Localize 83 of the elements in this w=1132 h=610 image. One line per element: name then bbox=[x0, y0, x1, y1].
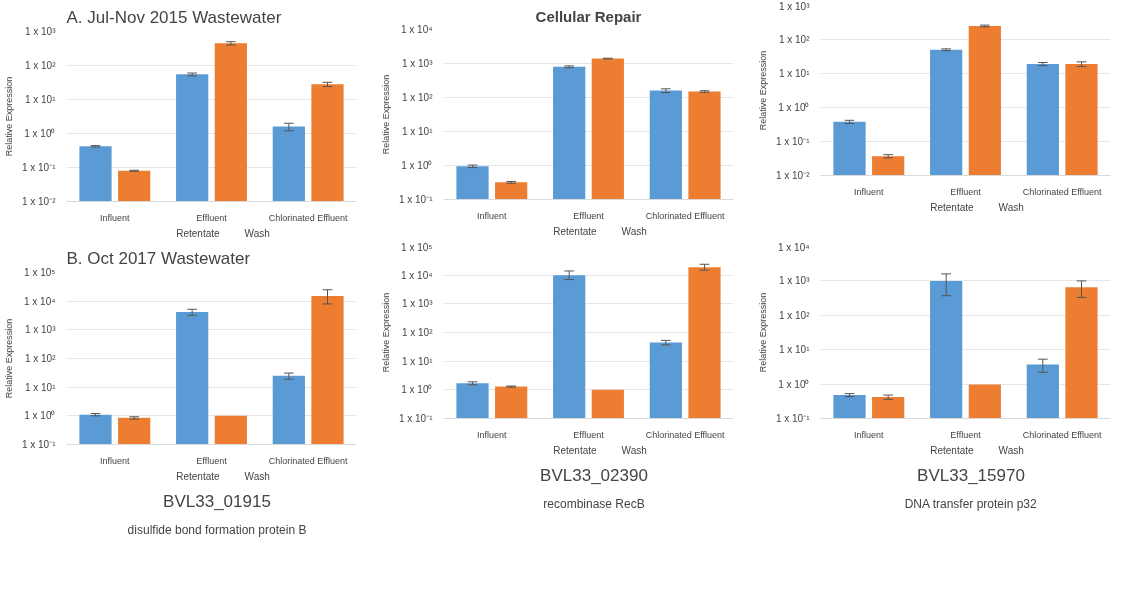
text: Wash bbox=[998, 201, 1024, 213]
y-tick-label: 1 x 10⁴ bbox=[400, 269, 433, 281]
y-tick-label: 1 x 10⁰ bbox=[401, 160, 433, 171]
y-axis-title: Relative Expression bbox=[380, 292, 391, 373]
y-tick-label: 1 x 10² bbox=[401, 92, 434, 103]
chart-title: Cellular Repair bbox=[535, 7, 642, 25]
text: Wash bbox=[244, 227, 270, 239]
y-tick-label: 1 x 10³ bbox=[778, 0, 811, 12]
x-tick-label: Chlorinated Effluent bbox=[645, 210, 726, 221]
y-tick-label: 1 x 10⁴ bbox=[400, 24, 433, 35]
x-tick-label: Influent bbox=[477, 429, 508, 440]
x-tick-label: Influent bbox=[854, 429, 885, 440]
x-tick-label: Effluent bbox=[950, 186, 982, 197]
y-tick-label: 1 x 10⁰ bbox=[401, 384, 433, 396]
text: Retentate bbox=[553, 444, 597, 456]
y-tick-label: 1 x 10³ bbox=[24, 324, 57, 336]
text: Wash bbox=[621, 444, 647, 456]
y-axis-title: Relative Expression bbox=[3, 318, 14, 399]
y-tick-label: 1 x 10⁰ bbox=[24, 128, 56, 139]
x-tick-label: Effluent bbox=[196, 212, 228, 223]
x-tick-label: Effluent bbox=[950, 429, 982, 440]
y-tick-label: 1 x 10² bbox=[401, 327, 434, 338]
y-tick-label: 1 x 10³ bbox=[778, 275, 811, 287]
y-tick-label: 1 x 10⁻¹ bbox=[398, 413, 434, 424]
y-tick-label: 1 x 10⁴ bbox=[777, 241, 810, 253]
text: BVL33_01915 bbox=[163, 491, 271, 511]
x-tick-label: Chlorinated Effluent bbox=[1022, 186, 1103, 197]
y-tick-label: 1 x 10⁻¹ bbox=[775, 413, 811, 424]
x-tick-label: Chlorinated Effluent bbox=[268, 212, 349, 223]
y-tick-label: 1 x 10⁰ bbox=[778, 102, 810, 113]
x-tick-label: Effluent bbox=[196, 455, 228, 466]
y-tick-label: 1 x 10² bbox=[778, 34, 811, 45]
y-tick-label: 1 x 10³ bbox=[401, 298, 434, 310]
text: Retentate bbox=[930, 444, 974, 456]
text: BVL33_02390 bbox=[540, 465, 648, 485]
x-tick-label: Effluent bbox=[573, 429, 605, 440]
y-tick-label: 1 x 10⁻¹ bbox=[775, 136, 811, 147]
y-axis-title: Relative Expression bbox=[757, 50, 768, 131]
y-tick-label: 1 x 10⁵ bbox=[24, 267, 56, 278]
y-axis-title: Relative Expression bbox=[3, 76, 14, 157]
y-tick-label: 1 x 10⁻² bbox=[775, 170, 811, 181]
text: Wash bbox=[621, 225, 647, 237]
y-tick-label: 1 x 10¹ bbox=[778, 68, 811, 79]
text: DNA transfer protein p32 bbox=[904, 496, 1038, 511]
y-axis-title: Relative Expression bbox=[380, 74, 391, 155]
x-tick-label: Influent bbox=[854, 186, 885, 197]
x-tick-label: Influent bbox=[477, 210, 508, 221]
y-tick-label: 1 x 10² bbox=[24, 60, 57, 71]
y-tick-label: 1 x 10⁻¹ bbox=[21, 439, 57, 450]
y-tick-label: 1 x 10⁻¹ bbox=[398, 194, 434, 205]
x-tick-label: Influent bbox=[100, 455, 131, 466]
y-tick-label: 1 x 10⁰ bbox=[24, 410, 56, 422]
y-tick-label: 1 x 10¹ bbox=[401, 355, 434, 367]
x-tick-label: Influent bbox=[100, 212, 131, 223]
text: recombinase RecB bbox=[543, 496, 645, 511]
text: Wash bbox=[244, 470, 270, 482]
y-tick-label: 1 x 10¹ bbox=[401, 126, 434, 137]
y-tick-label: 1 x 10⁻² bbox=[21, 196, 57, 207]
text: Retentate bbox=[553, 225, 597, 237]
x-tick-label: Effluent bbox=[573, 210, 605, 221]
y-tick-label: 1 x 10⁵ bbox=[401, 241, 433, 253]
y-tick-label: 1 x 10⁻¹ bbox=[21, 162, 57, 173]
text: disulfide bond formation protein B bbox=[127, 522, 307, 537]
y-tick-label: 1 x 10² bbox=[24, 353, 57, 364]
y-tick-label: 1 x 10³ bbox=[24, 26, 57, 37]
x-tick-label: Chlorinated Effluent bbox=[268, 455, 349, 466]
y-tick-label: 1 x 10¹ bbox=[778, 344, 811, 356]
text: Retentate bbox=[176, 227, 220, 239]
text: BVL33_15970 bbox=[917, 465, 1025, 485]
chart-title: B. Oct 2017 Wastewater bbox=[66, 248, 251, 268]
text: Retentate bbox=[930, 201, 974, 213]
y-tick-label: 1 x 10³ bbox=[401, 58, 434, 69]
text: Retentate bbox=[176, 470, 220, 482]
x-tick-label: Chlorinated Effluent bbox=[645, 429, 726, 440]
y-axis-title: Relative Expression bbox=[757, 292, 768, 373]
y-tick-label: 1 x 10⁰ bbox=[778, 378, 810, 390]
text: Wash bbox=[998, 444, 1024, 456]
y-tick-label: 1 x 10⁴ bbox=[23, 295, 56, 307]
y-tick-label: 1 x 10² bbox=[778, 309, 811, 321]
chart-title: A. Jul-Nov 2015 Wastewater bbox=[66, 7, 282, 27]
y-tick-label: 1 x 10¹ bbox=[24, 381, 57, 393]
x-tick-label: Chlorinated Effluent bbox=[1022, 429, 1103, 440]
y-tick-label: 1 x 10¹ bbox=[24, 94, 57, 105]
